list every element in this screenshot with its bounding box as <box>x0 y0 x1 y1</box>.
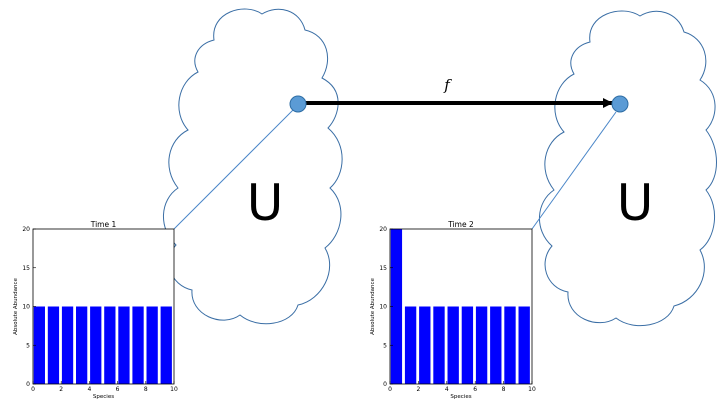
bar <box>490 306 502 384</box>
bar <box>447 306 459 384</box>
bar <box>104 306 116 384</box>
x-tick-label: 0 <box>31 386 35 393</box>
chart-time-1: 0 2 4 6 8 10 0 5 10 15 20 Time 1 Species Absolute Abu… <box>13 220 178 400</box>
bar <box>61 306 74 384</box>
right-pointer-line <box>531 111 617 230</box>
x-tick-label: 4 <box>87 386 91 393</box>
y-tick-label: 0 <box>383 381 387 388</box>
y-tick-label: 0 <box>26 381 30 388</box>
x-tick-label: 6 <box>473 386 477 393</box>
bar <box>419 306 431 384</box>
y-axis-label: Absolute Abundance <box>370 278 376 335</box>
left-pointer-line <box>173 109 294 230</box>
x-tick-label: 0 <box>388 386 392 393</box>
chart-title: Time 2 <box>447 220 474 229</box>
bar <box>504 306 516 384</box>
bar <box>146 306 158 384</box>
bar <box>433 306 445 384</box>
bar <box>160 306 172 384</box>
x-tick-label: 10 <box>170 386 178 393</box>
bar <box>47 306 60 384</box>
y-tick-label: 10 <box>22 304 30 311</box>
x-axis-label: Species <box>450 394 471 400</box>
bar <box>518 306 530 384</box>
y-axis-label: Absolute Abundance <box>13 278 19 335</box>
chart-title: Time 1 <box>90 220 117 229</box>
left-cloud-outline <box>163 8 343 325</box>
bar <box>475 306 488 384</box>
y-tick-label: 15 <box>22 265 30 272</box>
left-cloud-label: U <box>247 174 284 232</box>
bar <box>33 306 45 384</box>
x-tick-label: 8 <box>144 386 148 393</box>
y-tick-label: 15 <box>379 265 387 272</box>
y-tick-label: 10 <box>379 304 387 311</box>
x-tick-label: 8 <box>502 386 506 393</box>
map-label: f <box>443 76 452 94</box>
x-tick-label: 4 <box>445 386 449 393</box>
bar <box>461 306 474 384</box>
bar <box>404 306 417 384</box>
y-tick-label: 20 <box>22 226 30 233</box>
x-tick-label: 10 <box>528 386 536 393</box>
bar <box>90 306 102 384</box>
x-tick-label: 2 <box>59 386 63 393</box>
bar <box>76 306 88 384</box>
x-tick-label: 6 <box>116 386 120 393</box>
right-cloud-outline <box>539 10 717 327</box>
chart-time-2: 0 2 4 6 8 10 0 5 10 15 20 Time 2 Species Absolute Abu… <box>370 220 536 400</box>
right-cloud-label: U <box>617 174 654 232</box>
y-tick-label: 20 <box>379 226 387 233</box>
right-node <box>611 95 629 113</box>
y-tick-label: 5 <box>383 342 387 349</box>
bar <box>132 306 144 384</box>
bar <box>390 229 403 384</box>
x-tick-label: 2 <box>416 386 420 393</box>
left-node <box>289 95 307 113</box>
bar <box>118 306 130 384</box>
y-tick-label: 5 <box>26 342 30 349</box>
x-axis-label: Species <box>93 394 114 400</box>
